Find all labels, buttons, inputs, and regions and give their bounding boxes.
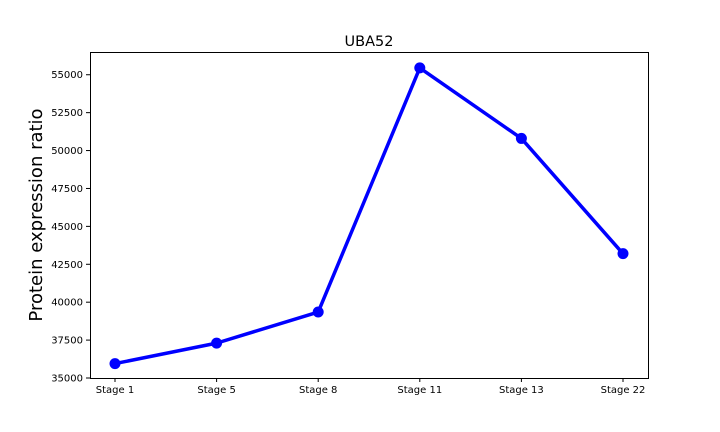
series-line bbox=[114, 66, 625, 366]
x-tick-label: Stage 11 bbox=[397, 385, 442, 396]
data-point bbox=[109, 358, 121, 370]
chart-title: UBA52 bbox=[345, 34, 394, 50]
y-tick-label: 42500 bbox=[51, 260, 83, 271]
y-tick-label: 35000 bbox=[51, 374, 83, 385]
x-tick-label: Stage 8 bbox=[299, 385, 337, 396]
y-tick-label: 55000 bbox=[51, 70, 83, 81]
y-tick-label: 40000 bbox=[51, 298, 83, 309]
x-tick-label: Stage 1 bbox=[96, 385, 134, 396]
y-axis-ticks: 35000 37500 40000 42500 45000 47500 50000 52500… bbox=[51, 70, 90, 385]
y-tick-label: 50000 bbox=[51, 146, 83, 157]
series-layer bbox=[109, 62, 629, 370]
data-point bbox=[414, 62, 426, 74]
y-axis-label: Protein expression ratio bbox=[26, 108, 47, 321]
y-tick-label: 52500 bbox=[51, 108, 83, 119]
x-tick-label: Stage 13 bbox=[499, 385, 544, 396]
data-point bbox=[312, 306, 324, 318]
x-tick-label: Stage 22 bbox=[601, 385, 646, 396]
y-tick-label: 37500 bbox=[51, 336, 83, 347]
y-tick-label: 45000 bbox=[51, 222, 83, 233]
data-point bbox=[617, 248, 629, 260]
data-point bbox=[515, 132, 527, 144]
x-tick-label: Stage 5 bbox=[197, 385, 235, 396]
y-tick-label: 47500 bbox=[51, 184, 83, 195]
plot-area-frame bbox=[90, 52, 649, 379]
data-point bbox=[211, 337, 223, 349]
